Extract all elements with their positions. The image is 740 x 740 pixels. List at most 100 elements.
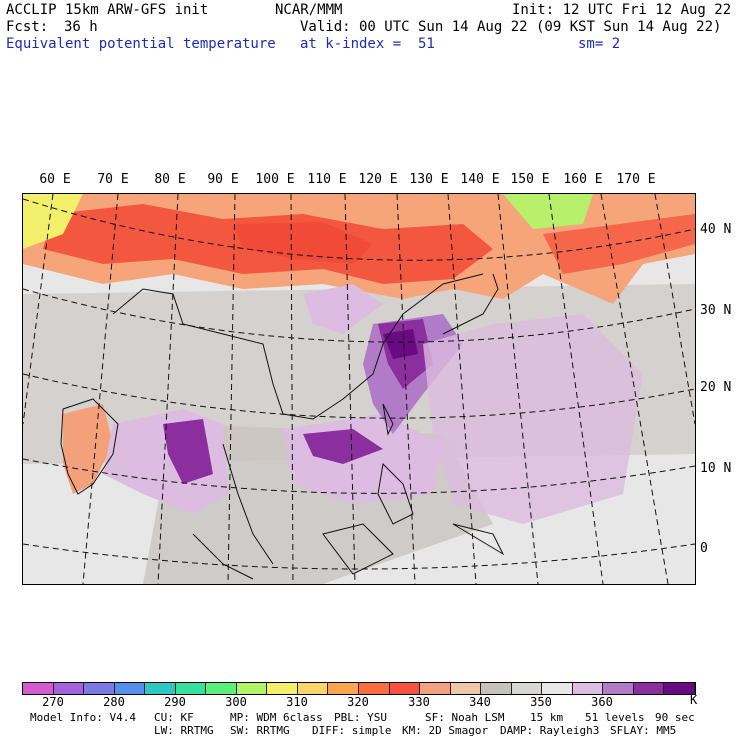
colorbar-tick: 330: [408, 695, 430, 709]
colorbar-tick: 300: [225, 695, 247, 709]
meridian: [157, 194, 179, 584]
colorbar-swatch: [328, 683, 360, 694]
warm-field: [63, 404, 113, 494]
colorbar-swatch: [572, 683, 604, 694]
colorbar-swatch: [664, 683, 696, 694]
coastline-japan: [442, 273, 499, 335]
yellow-field: [23, 194, 83, 249]
coastline-asia: [112, 273, 484, 420]
colorbar-swatch: [145, 683, 176, 694]
forecast-hours: 36 h: [64, 19, 98, 35]
colorbar-swatch: [542, 683, 573, 694]
parallel: [23, 373, 695, 419]
lat-label: 0: [700, 541, 708, 556]
colorbar-swatch: [23, 683, 54, 694]
footer-item: KM: 2D Smagor: [402, 724, 489, 737]
lon-label: 80 E: [154, 172, 186, 187]
colorbar-swatch: [175, 683, 207, 694]
colorbar-swatch: [53, 683, 85, 694]
lon-label: 120 E: [358, 172, 398, 187]
very-moist-field: [303, 429, 383, 464]
meridian: [548, 194, 604, 584]
smoothing: sm= 2: [578, 36, 621, 52]
field-name: Equivalent potential temperature: [6, 36, 276, 52]
footer-item: Model Info: V4.4: [30, 711, 136, 724]
init-time: Init: 12 UTC Fri 12 Aug 22: [512, 2, 732, 18]
hot-field: [233, 222, 373, 264]
lon-label: 60 E: [39, 172, 71, 187]
meridian: [497, 194, 539, 584]
colorbar-swatch: [481, 683, 512, 694]
very-moist-field: [383, 329, 418, 359]
footer-item: SFLAY: MM5: [610, 724, 677, 737]
colorbar-swatch: [267, 683, 298, 694]
colorbar-swatch: [206, 683, 237, 694]
lon-label: 130 E: [409, 172, 449, 187]
lon-label: 160 E: [563, 172, 603, 187]
colorbar-tick: 340: [469, 695, 491, 709]
footer-item: MP: WDM 6class: [230, 711, 323, 724]
lon-label: 140 E: [460, 172, 500, 187]
meridian: [396, 194, 416, 584]
colorbar-swatch: [603, 683, 634, 694]
lon-label: 100 E: [255, 172, 295, 187]
coastline-india: [60, 398, 119, 495]
colorbar-tick: 320: [347, 695, 369, 709]
colorbar-swatch: [114, 683, 146, 694]
colorbar-tick: 270: [42, 695, 64, 709]
meridian: [23, 194, 54, 425]
footer-item: 15 km: [530, 711, 564, 724]
org-label: NCAR/MMM: [275, 2, 343, 18]
footer-item: 90 sec: [655, 711, 695, 724]
meridian: [227, 194, 236, 584]
colorbar-swatch: [236, 683, 268, 694]
parallel: [23, 288, 695, 343]
coastline-sulawesi: [452, 523, 505, 556]
colorbar-swatch: [359, 683, 390, 694]
moist-field: [303, 284, 383, 334]
model-title: ACCLIP 15km ARW-GFS init: [6, 2, 209, 18]
coastline-philippines: [377, 462, 414, 525]
colorbar: [22, 682, 696, 695]
lat-label: 30 N: [700, 303, 732, 318]
lon-label: 110 E: [307, 172, 347, 187]
lon-label: 170 E: [616, 172, 656, 187]
footer-item: PBL: YSU: [334, 711, 387, 724]
colorbar-swatch: [297, 683, 329, 694]
meridian: [654, 194, 695, 425]
colorbar-unit: K: [690, 693, 698, 707]
colorbar-tick: 350: [530, 695, 552, 709]
level-index: at k-index = 51: [300, 36, 435, 52]
meridian: [82, 194, 119, 584]
colorbar-swatch: [84, 683, 115, 694]
colorbar-swatch: [450, 683, 482, 694]
colorbar-swatch: [389, 683, 421, 694]
lat-label: 20 N: [700, 380, 732, 395]
colorbar-tick: 310: [286, 695, 308, 709]
coastline-borneo: [322, 523, 394, 575]
colorbar-tick: 280: [103, 695, 125, 709]
lat-label: 40 N: [700, 222, 732, 237]
lon-label: 90 E: [207, 172, 239, 187]
colorbar-tick: 290: [164, 695, 186, 709]
meridian: [290, 194, 294, 584]
theta-e-map: [22, 193, 696, 585]
valid-time: Valid: 00 UTC Sun 14 Aug 22 (09 KST Sun …: [300, 19, 722, 35]
colorbar-swatch: [633, 683, 665, 694]
moist-field: [423, 314, 643, 524]
footer-item: SF: Noah LSM: [425, 711, 505, 724]
coastline-sumatra: [192, 533, 254, 580]
footer-item: DIFF: simple: [312, 724, 392, 737]
footer-item: DAMP: Rayleigh3: [500, 724, 600, 737]
coastline-taiwan: [382, 403, 394, 436]
meridian: [600, 194, 669, 584]
lat-label: 10 N: [700, 461, 732, 476]
meridian: [447, 194, 477, 584]
forecast-label: Fcst:: [6, 19, 49, 35]
lon-label: 70 E: [97, 172, 129, 187]
footer-item: CU: KF: [154, 711, 194, 724]
colorbar-tick: 360: [591, 695, 613, 709]
very-moist-field: [163, 419, 213, 484]
footer-item: 51 levels: [585, 711, 645, 724]
colorbar-swatch: [420, 683, 451, 694]
